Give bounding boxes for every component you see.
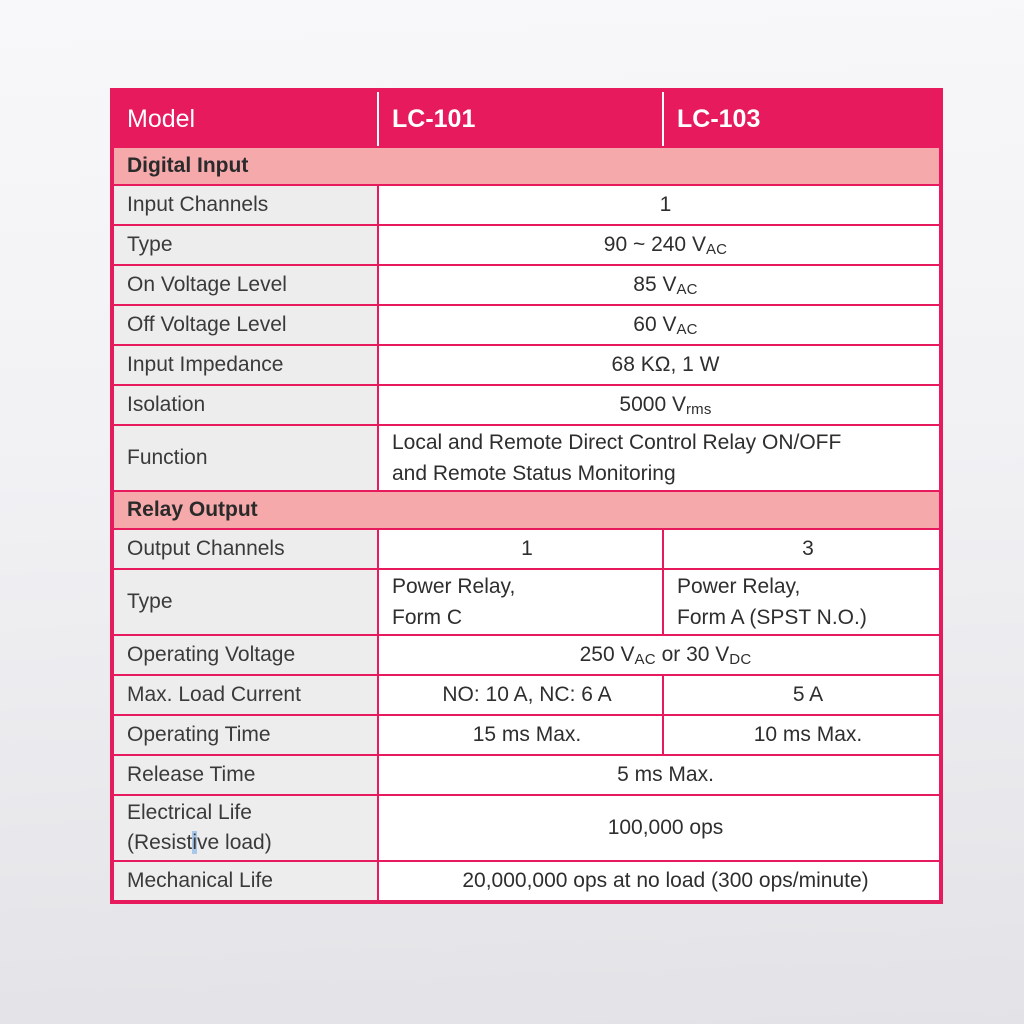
row-input-channels: Input Channels 1 [114, 184, 939, 224]
row-type-relay: Type Power Relay, Form C Power Relay, Fo… [114, 568, 939, 634]
row-label: On Voltage Level [114, 266, 377, 304]
row-electrical-life: Electrical Life (Resistive load) 100,000… [114, 794, 939, 860]
row-mechanical-life: Mechanical Life 20,000,000 ops at no loa… [114, 860, 939, 900]
row-value: 20,000,000 ops at no load (300 ops/minut… [377, 862, 939, 900]
row-value: Local and Remote Direct Control Relay ON… [377, 426, 939, 490]
row-value-lc103: 5 A [662, 676, 939, 714]
row-label: Electrical Life (Resistive load) [114, 796, 377, 860]
section-title: Digital Input [127, 154, 249, 177]
row-value: 5 ms Max. [377, 756, 939, 794]
value-text: 5000 V [619, 393, 686, 417]
value-text: 85 V [633, 273, 677, 297]
unit-suffix: DC [729, 650, 752, 668]
unit-suffix: AC [705, 240, 728, 258]
label-line2: (Resistive load) [127, 828, 377, 858]
unit-suffix: rms [685, 400, 712, 418]
header-model: Model [127, 104, 196, 133]
row-type-digital: Type 90 ~ 240 V AC [114, 224, 939, 264]
row-value-lc101: 15 ms Max. [377, 716, 662, 754]
spec-table: Model LC-101 LC-103 Digital Input Input … [110, 88, 943, 904]
row-label: Output Channels [114, 530, 377, 568]
row-function: Function Local and Remote Direct Control… [114, 424, 939, 490]
row-operating-time: Operating Time 15 ms Max. 10 ms Max. [114, 714, 939, 754]
row-on-voltage: On Voltage Level 85 V AC [114, 264, 939, 304]
unit-suffix: AC [634, 650, 656, 668]
row-output-channels: Output Channels 1 3 [114, 528, 939, 568]
section-title: Relay Output [127, 498, 258, 521]
header-lc103: LC-103 [662, 92, 939, 146]
row-value-lc103: 3 [662, 530, 939, 568]
row-value-lc101: NO: 10 A, NC: 6 A [377, 676, 662, 714]
label-part: ve load) [197, 831, 272, 854]
value-text: 90 ~ 240 V [603, 233, 706, 257]
value-text: 250 V [579, 643, 635, 667]
unit-suffix: AC [676, 320, 698, 338]
unit-suffix: AC [676, 280, 698, 298]
label-part: (Resist [127, 831, 193, 854]
row-label: Type [114, 570, 377, 634]
row-label: Input Impedance [114, 346, 377, 384]
type-line2: Form A (SPST N.O.) [677, 606, 867, 629]
text-selection-highlight: i [192, 831, 198, 854]
row-input-impedance: Input Impedance 68 KΩ, 1 W [114, 344, 939, 384]
row-label: Operating Voltage [114, 636, 377, 674]
row-value: 85 V AC [377, 266, 939, 304]
section-relay-output: Relay Output [114, 490, 939, 528]
row-value-lc101: 1 [377, 530, 662, 568]
row-off-voltage: Off Voltage Level 60 V AC [114, 304, 939, 344]
row-label: Operating Time [114, 716, 377, 754]
row-max-load-current: Max. Load Current NO: 10 A, NC: 6 A 5 A [114, 674, 939, 714]
type-line1: Power Relay, [677, 574, 801, 598]
row-label: Release Time [114, 756, 377, 794]
row-value: 60 V AC [377, 306, 939, 344]
row-label: Mechanical Life [114, 862, 377, 900]
row-value: 68 KΩ, 1 W [377, 346, 939, 384]
row-value: 90 ~ 240 V AC [377, 226, 939, 264]
type-line2: Form C [392, 606, 462, 629]
function-line2: and Remote Status Monitoring [392, 462, 676, 485]
row-label: Off Voltage Level [114, 306, 377, 344]
row-label: Function [114, 426, 377, 490]
row-value-lc101: Power Relay, Form C [377, 570, 662, 634]
value-text: 60 V [633, 313, 677, 337]
type-line1: Power Relay, [392, 574, 516, 598]
row-operating-voltage: Operating Voltage 250 V AC or 30 V DC [114, 634, 939, 674]
row-label: Input Channels [114, 186, 377, 224]
row-value-lc103: 10 ms Max. [662, 716, 939, 754]
row-release-time: Release Time 5 ms Max. [114, 754, 939, 794]
row-value-lc103: Power Relay, Form A (SPST N.O.) [662, 570, 939, 634]
row-value: 1 [377, 186, 939, 224]
row-value: 100,000 ops [377, 796, 939, 860]
row-value: 250 V AC or 30 V DC [377, 636, 939, 674]
header-lc101: LC-101 [377, 92, 662, 146]
section-digital-input: Digital Input [114, 146, 939, 184]
function-line1: Local and Remote Direct Control Relay ON… [392, 430, 842, 454]
label-line1: Electrical Life [127, 800, 252, 824]
value-text: or 30 V [655, 643, 730, 667]
table-header-row: Model LC-101 LC-103 [114, 92, 939, 146]
row-label: Max. Load Current [114, 676, 377, 714]
row-label: Isolation [114, 386, 377, 424]
row-label: Type [114, 226, 377, 264]
